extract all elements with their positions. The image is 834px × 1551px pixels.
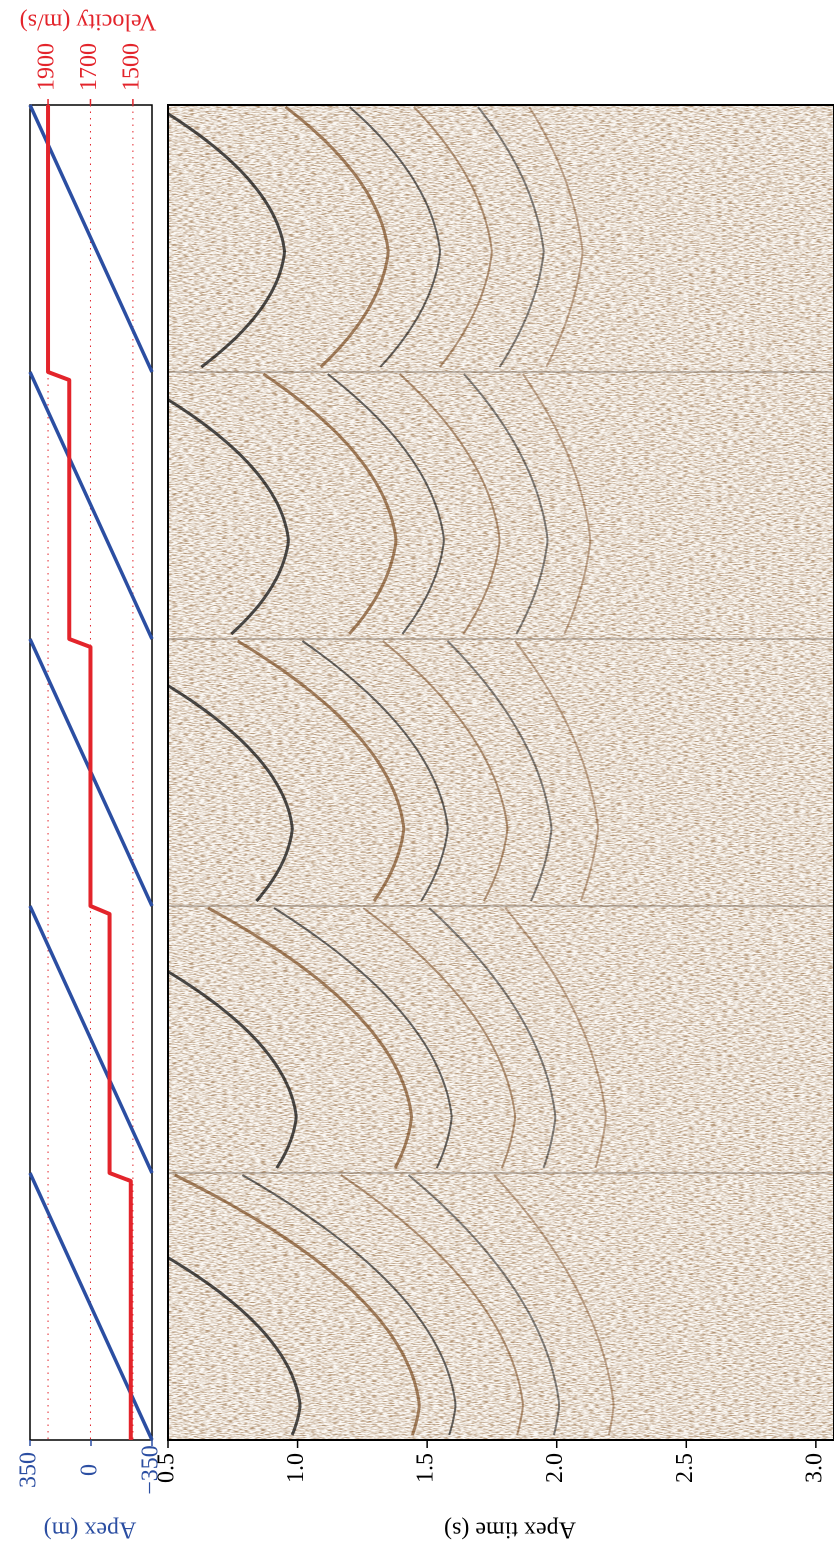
seismic-event — [399, 373, 501, 635]
seismic-event — [514, 640, 600, 902]
seismic-event — [168, 112, 287, 369]
apex-line — [28, 371, 154, 640]
seismic-panel — [168, 105, 834, 1440]
apex-line — [28, 104, 154, 373]
velocity-tick-label: 1900 — [34, 43, 60, 91]
seismic-event — [262, 372, 398, 635]
seismic-event — [327, 373, 445, 635]
x-tick-label: 0.5 — [154, 1453, 180, 1483]
seismic-event — [382, 640, 509, 902]
x-tick-label: 1.0 — [283, 1453, 309, 1483]
apex-line — [28, 905, 154, 1174]
seismic-event — [522, 373, 592, 635]
noise — [168, 105, 834, 1440]
apex-tick-label: 0 — [77, 1464, 103, 1476]
seismic-event — [241, 1174, 457, 1436]
seismic-event — [207, 906, 414, 1169]
velocity-tick-label: 1500 — [118, 43, 144, 91]
seismic-event — [413, 106, 493, 368]
panel-frame — [167, 104, 834, 1441]
seismic-event — [477, 106, 545, 368]
seismic-event — [168, 683, 294, 902]
seismic-event — [340, 1174, 524, 1436]
seismic-event — [493, 1174, 615, 1436]
x-tick-label: 3.0 — [801, 1453, 827, 1483]
seismic-event — [301, 640, 449, 902]
velocity-axis-title: Velocity (m/s) — [20, 8, 157, 34]
x-tick-label: 2.0 — [542, 1453, 568, 1483]
seismic-event — [168, 397, 290, 636]
apex-tick-label: 350 — [16, 1452, 42, 1488]
apex-tick-label: −350 — [138, 1445, 164, 1495]
seismic-event — [349, 106, 442, 368]
seismic-event — [168, 1255, 302, 1436]
seismic-event — [407, 1174, 561, 1436]
seismic-event — [168, 969, 298, 1169]
seismic-event — [273, 907, 453, 1169]
seismic-event — [504, 907, 607, 1169]
seismic-event — [362, 907, 517, 1169]
velocity-line — [46, 105, 133, 1440]
x-tick-label: 2.5 — [672, 1453, 698, 1483]
seismic-event — [284, 105, 390, 369]
seismic-event — [463, 373, 549, 635]
x-tick-label: 1.5 — [413, 1453, 439, 1483]
velocity-tick-label: 1700 — [76, 43, 102, 91]
seismic-event — [236, 639, 406, 902]
seismic-event — [428, 907, 557, 1169]
seismic-event — [528, 106, 584, 368]
x-axis-title: Apex time (s) — [444, 1516, 576, 1542]
seismic-event — [446, 640, 553, 902]
apex-axis-title: Apex (m) — [44, 1516, 137, 1542]
seismic-event — [174, 1173, 421, 1436]
